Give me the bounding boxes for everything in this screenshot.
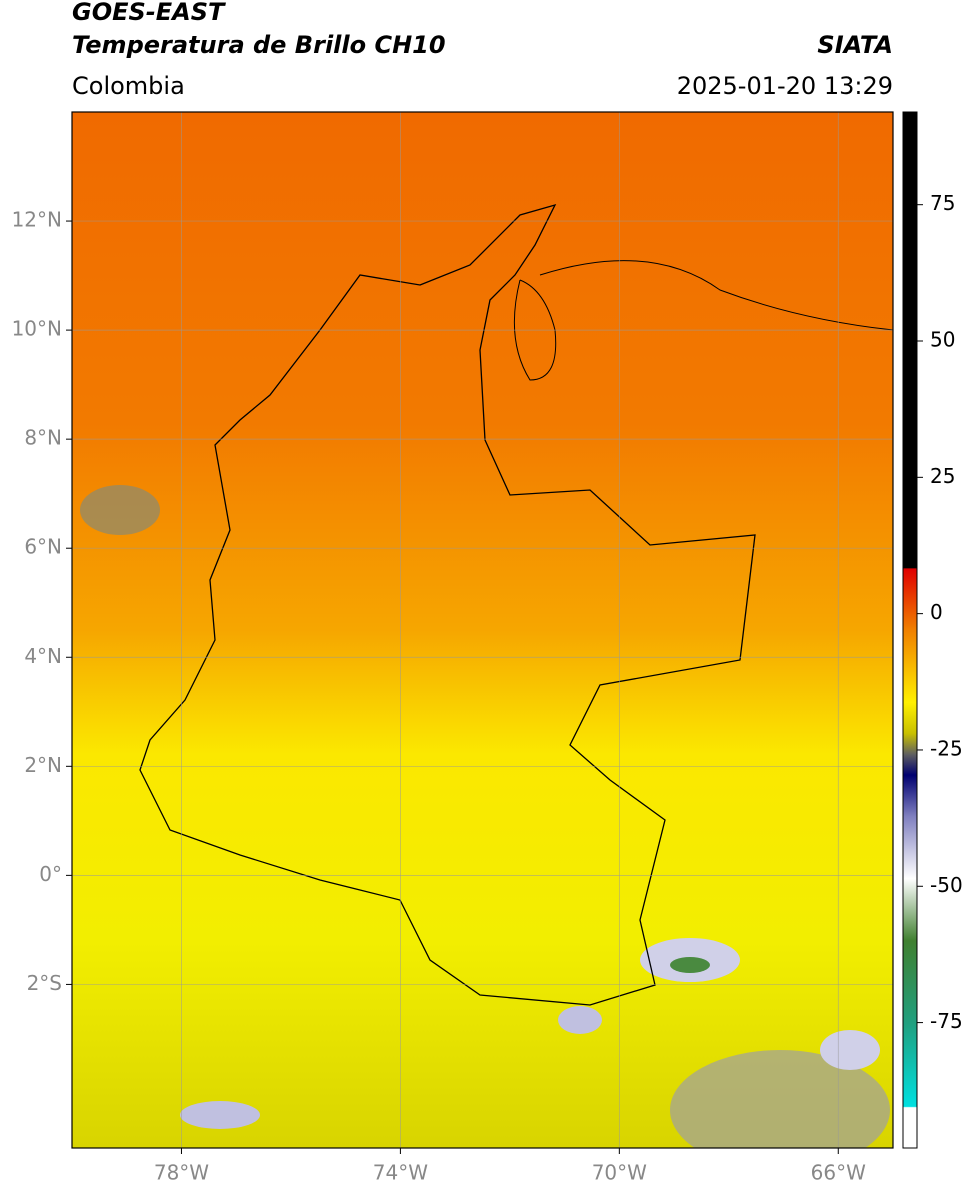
colorbar-tick-label: -25 bbox=[930, 736, 963, 760]
y-tick-label: 4°N bbox=[24, 644, 62, 668]
map-frame bbox=[71, 111, 894, 1149]
region: Colombia bbox=[72, 72, 185, 100]
y-tick-label: 10°N bbox=[12, 317, 62, 341]
y-tick-label: 12°N bbox=[12, 208, 62, 232]
colorbar-tick-label: -75 bbox=[930, 1009, 963, 1033]
y-tick-label: 8°N bbox=[24, 426, 62, 450]
title: GOES-EAST bbox=[72, 0, 226, 26]
map-image bbox=[72, 112, 893, 1148]
source: SIATA bbox=[817, 31, 893, 59]
x-tick-label: 66°W bbox=[811, 1161, 866, 1185]
colorbar-tick-label: 0 bbox=[930, 600, 943, 624]
datetime: 2025-01-20 13:29 bbox=[677, 72, 893, 100]
y-tick-label: 6°N bbox=[24, 535, 62, 559]
y-tick-label: 2°N bbox=[24, 753, 62, 777]
x-tick-label: 70°W bbox=[592, 1161, 647, 1185]
x-tick-label: 74°W bbox=[373, 1161, 428, 1185]
product: Temperatura de Brillo CH10 bbox=[72, 31, 446, 59]
x-tick-label: 78°W bbox=[154, 1161, 209, 1185]
colorbar-tick-label: 50 bbox=[930, 328, 955, 352]
colorbar-tick-label: 75 bbox=[930, 191, 955, 215]
colorbar-tick-label: -50 bbox=[930, 873, 963, 897]
colorbar bbox=[902, 111, 918, 1149]
y-tick-label: 0° bbox=[39, 862, 62, 886]
colorbar-tick-label: 25 bbox=[930, 464, 955, 488]
y-tick-label: 2°S bbox=[27, 971, 62, 995]
axes: 78°W 74°W 70°W 66°W 12°N 10°N 8°N 6°N 4°N 2°N 0° 2°… bbox=[12, 112, 893, 1185]
